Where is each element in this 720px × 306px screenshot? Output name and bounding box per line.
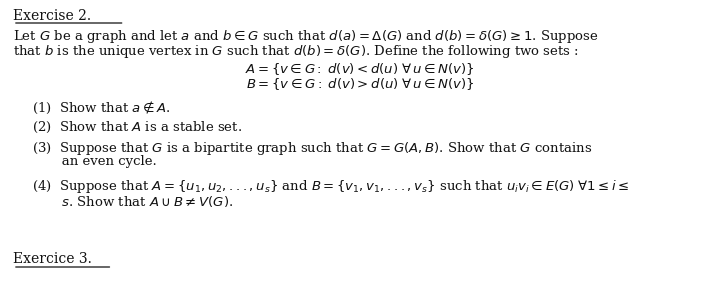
Text: (4)  Suppose that $A = \{u_1, u_2, ..., u_s\}$ and $B = \{v_1, v_1, ..., v_s\}$ : (4) Suppose that $A = \{u_1, u_2, ..., u… bbox=[32, 178, 630, 195]
Text: (2)  Show that $A$ is a stable set.: (2) Show that $A$ is a stable set. bbox=[32, 120, 243, 135]
Text: $s$. Show that $A \cup B \neq V(G)$.: $s$. Show that $A \cup B \neq V(G)$. bbox=[32, 194, 233, 209]
Text: Exercise 2.: Exercise 2. bbox=[13, 9, 91, 23]
Text: Exercice 3.: Exercice 3. bbox=[13, 252, 92, 266]
Text: $B = \{v \in G:\; d(v) > d(u)\; \forall\, u \in N(v)\}$: $B = \{v \in G:\; d(v) > d(u)\; \forall\… bbox=[246, 76, 474, 92]
Text: (3)  Suppose that $G$ is a bipartite graph such that $G = G(A, B)$. Show that $G: (3) Suppose that $G$ is a bipartite grap… bbox=[32, 140, 593, 157]
Text: that $b$ is the unique vertex in $G$ such that $d(b) = \delta(G)$. Define the fo: that $b$ is the unique vertex in $G$ suc… bbox=[13, 43, 579, 60]
Text: $A = \{v \in G:\; d(v) < d(u)\; \forall\, u \in N(v)\}$: $A = \{v \in G:\; d(v) < d(u)\; \forall\… bbox=[246, 61, 474, 77]
Text: an even cycle.: an even cycle. bbox=[32, 155, 157, 168]
Text: (1)  Show that $a \notin A$.: (1) Show that $a \notin A$. bbox=[32, 100, 171, 116]
Text: Let $G$ be a graph and let $a$ and $b \in G$ such that $d(a) = \Delta(G)$ and $d: Let $G$ be a graph and let $a$ and $b \i… bbox=[13, 28, 598, 45]
